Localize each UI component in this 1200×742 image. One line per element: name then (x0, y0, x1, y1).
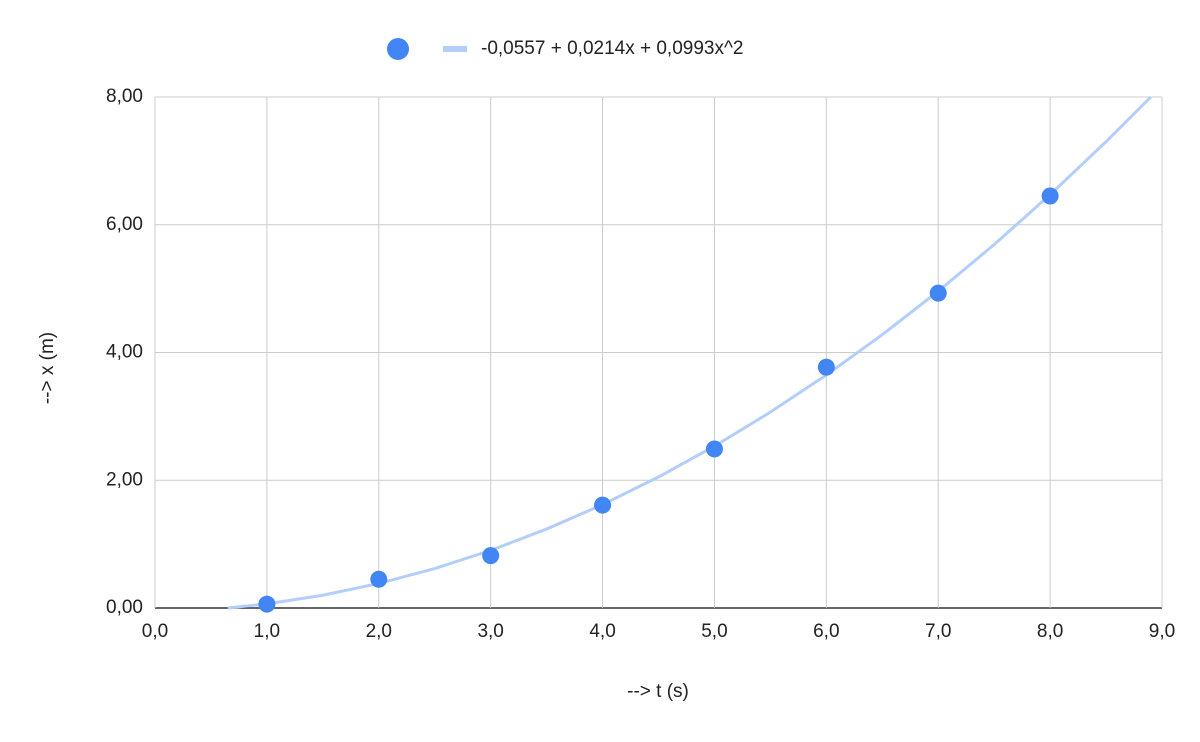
x-tick-label: 3,0 (477, 621, 503, 642)
data-point (594, 496, 612, 514)
trendline (227, 95, 1152, 610)
x-tick-label: 7,0 (925, 621, 951, 642)
x-axis-title: --> t (s) (627, 681, 689, 702)
y-tick-label: 2,00 (106, 469, 143, 490)
data-point (482, 547, 500, 565)
legend-swatch (387, 38, 409, 60)
legend-label: -0,0557 + 0,0214x + 0,0993x^2 (481, 38, 743, 59)
legend-swatch (443, 46, 467, 52)
y-axis-title: --> x (m) (37, 332, 58, 404)
data-point (1041, 187, 1059, 205)
y-tick-label: 0,00 (106, 597, 143, 618)
x-tick-label: 0,0 (142, 621, 168, 642)
x-tick-label: 4,0 (589, 621, 615, 642)
x-tick-label: 5,0 (701, 621, 727, 642)
data-point (370, 570, 388, 588)
x-tick-label: 9,0 (1149, 621, 1175, 642)
y-tick-label: 8,00 (106, 86, 143, 107)
data-point (929, 284, 947, 302)
x-tick-label: 8,0 (1037, 621, 1063, 642)
data-point (817, 358, 835, 376)
x-tick-label: 6,0 (813, 621, 839, 642)
y-tick-label: 6,00 (106, 214, 143, 235)
data-point (705, 440, 723, 458)
y-tick-label: 4,00 (106, 342, 143, 363)
x-tick-label: 2,0 (366, 621, 392, 642)
data-point (258, 595, 276, 613)
x-tick-label: 1,0 (254, 621, 280, 642)
